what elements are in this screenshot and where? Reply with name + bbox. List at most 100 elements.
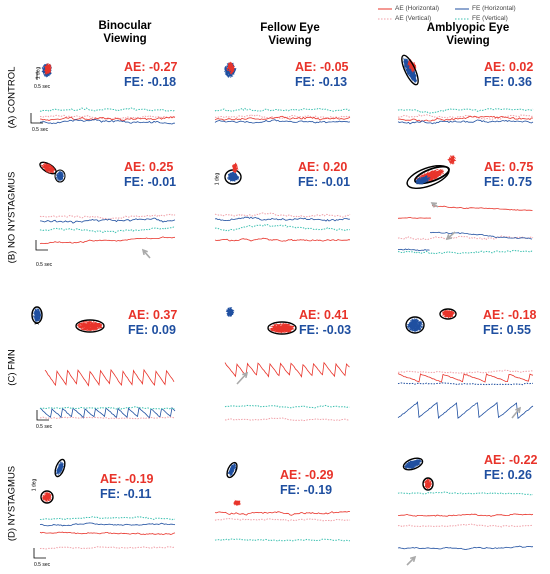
fixation-cloud-fe [227, 171, 240, 182]
trace-ae-horizontal [39, 236, 176, 245]
value-fe: FE: 0.75 [484, 175, 532, 189]
fixation-cloud-ae-path [40, 162, 56, 174]
column-title-amblyopic-eye: Amblyopic Eye Viewing [398, 22, 538, 48]
fixation-cloud-ae [77, 320, 104, 332]
fixation-cloud-ae-path [231, 162, 239, 173]
value-fe: FE: 0.09 [128, 323, 176, 337]
fixation-cloud-fe [32, 307, 42, 322]
column-title-line2: Viewing [446, 35, 490, 47]
fixation-cloud-fe-path [56, 460, 65, 476]
fixation-cloud-ae [269, 322, 295, 334]
trace-ae-vertical [397, 235, 534, 241]
trace-fe-vertical [214, 224, 351, 232]
value-ae: AE: 0.20 [298, 160, 348, 174]
scale-label-time: 0.5 sec [34, 562, 51, 568]
fixation-cloud-ae-path [233, 499, 242, 506]
trace-ae-horizontal [39, 116, 176, 121]
arrow [236, 372, 248, 385]
fixation-cloud-fe [406, 318, 424, 333]
arrow [142, 249, 151, 259]
legend-label-ae-horizontal: AE (Horizontal) [395, 5, 440, 12]
trace-fe-vertical [39, 226, 176, 234]
trace-fe-horizontal [429, 231, 533, 240]
trace-ae-vertical [214, 113, 351, 120]
fixation-cloud-ae-path [423, 478, 432, 490]
bcea-ellipse [401, 54, 419, 86]
trace-ae-vertical [39, 114, 176, 120]
arrow-head [445, 234, 453, 241]
fixation-cloud-fe [403, 459, 422, 470]
trace-fe-vertical [397, 108, 534, 114]
value-ae: AE: 0.25 [124, 160, 174, 174]
scale-label-time: 0.5 sec [34, 84, 51, 90]
column-title-line2: Viewing [268, 35, 312, 47]
trace-ae-horizontal [397, 216, 432, 219]
trace-ae-horizontal [397, 513, 534, 517]
value-ae: AE: -0.05 [295, 60, 349, 74]
fixation-cloud-fe [56, 460, 65, 476]
fixation-cloud-ae-path [269, 322, 295, 334]
value-ae: AE: -0.27 [124, 60, 178, 74]
value-fe: FE: -0.19 [280, 483, 333, 497]
fixation-cloud-fe [403, 57, 418, 83]
trace-fe-horizontal [214, 119, 351, 124]
trace-ae-horizontal [432, 205, 533, 211]
bcea-ellipse [267, 321, 297, 335]
value-ae: AE: -0.18 [483, 308, 537, 322]
value-ae: AE: 0.37 [128, 308, 178, 322]
trace-ae-vertical [39, 213, 176, 221]
fixation-cloud-ae-path [43, 63, 52, 75]
scale-label-time: 0.5 sec [36, 424, 53, 430]
fixation-cloud-fe-path [406, 318, 424, 333]
fixation-cloud-ae-path [77, 320, 104, 332]
fixation-cloud-fe [227, 462, 237, 477]
trace-fe-horizontal [397, 248, 430, 252]
column-title-line1: Fellow Eye [260, 22, 320, 34]
arrow-head [409, 555, 417, 563]
trace-ae-horizontal [39, 531, 176, 536]
value-fe: FE: 0.55 [483, 323, 531, 337]
value-fe: FE: -0.03 [299, 323, 352, 337]
column-title-line1: Binocular [98, 20, 152, 32]
fixation-cloud-fe-path [32, 307, 42, 322]
scale-bar-trace [33, 548, 46, 559]
fixation-cloud-ae [43, 63, 52, 75]
fixation-cloud-fe-path [403, 57, 418, 83]
trace-ae-vertical [398, 369, 534, 374]
fixation-cloud-fe-path [55, 170, 65, 182]
trace-ae-horizontal [214, 237, 351, 242]
arrow-head [242, 371, 249, 379]
bcea-ellipse [402, 457, 424, 471]
bcea-ellipse [439, 308, 457, 320]
bcea-ellipse [54, 169, 66, 183]
trace-ae-vertical [224, 417, 350, 422]
arrow [406, 556, 416, 566]
trace-fe-horizontal [397, 119, 534, 125]
bcea-ellipse [31, 306, 43, 324]
bcea-ellipse [75, 319, 105, 333]
fixation-cloud-fe [225, 307, 235, 318]
fixation-cloud-ae [40, 162, 56, 174]
value-ae: AE: -0.22 [484, 453, 538, 467]
value-ae: AE: -0.29 [280, 468, 334, 482]
trace-ae-vertical [39, 546, 176, 550]
trace-fe-horizontal [39, 522, 176, 527]
column-title-binocular: Binocular Viewing [60, 20, 190, 46]
bcea-ellipse [226, 461, 238, 479]
bcea-ellipse [54, 458, 66, 478]
fixation-cloud-ae-path [41, 491, 52, 503]
bcea-ellipse [405, 316, 425, 334]
fixation-cloud-ae [231, 162, 239, 173]
trace-ae-vertical [397, 523, 534, 528]
scale-bar-trace [35, 240, 48, 251]
trace-ae-horizontal [214, 510, 351, 516]
fixation-cloud-fe-path [414, 175, 431, 185]
arrow [511, 407, 521, 419]
bcea-ellipse [40, 490, 54, 504]
bcea-ellipse [414, 165, 450, 185]
fixation-cloud-ae [447, 155, 457, 165]
column-title-line2: Viewing [103, 33, 147, 45]
trace-ae-horizontal [214, 115, 351, 121]
fixation-cloud-fe [55, 170, 65, 182]
